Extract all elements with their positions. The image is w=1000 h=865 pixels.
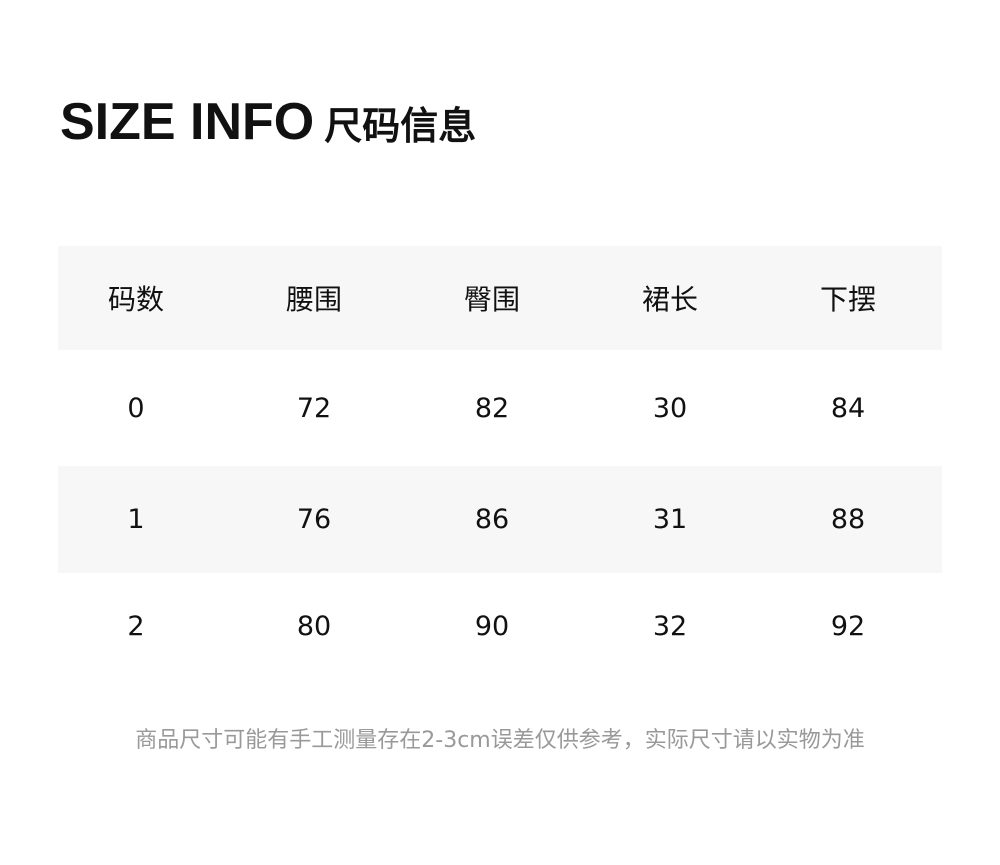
title-chinese: 尺码信息 bbox=[324, 104, 477, 148]
table-cell: 72 bbox=[296, 392, 332, 424]
table-cell: 30 bbox=[652, 392, 688, 424]
title-english: SIZE INFO bbox=[60, 93, 315, 151]
table-cell: 2 bbox=[127, 611, 145, 642]
column-header: 裙长 bbox=[641, 283, 698, 316]
table-cell: 90 bbox=[474, 611, 510, 642]
table-row: 0 72 82 30 84 bbox=[58, 350, 942, 466]
measurement-disclaimer: 商品尺寸可能有手工测量存在2-3cm误差仅供参考，实际尺寸请以实物为准 bbox=[135, 728, 865, 753]
table-header-row: 码数 腰围 臀围 裙长 下摆 bbox=[58, 246, 942, 350]
column-header: 码数 bbox=[107, 283, 164, 316]
table-cell: 82 bbox=[474, 392, 510, 424]
table-cell: 88 bbox=[830, 504, 866, 535]
table-cell: 31 bbox=[652, 504, 688, 535]
table-row: 2 80 90 32 92 bbox=[58, 573, 942, 680]
table-cell: 86 bbox=[474, 504, 510, 535]
table-cell: 32 bbox=[652, 611, 688, 642]
column-header: 腰围 bbox=[285, 283, 342, 316]
column-header: 臀围 bbox=[463, 283, 520, 316]
table-cell: 80 bbox=[296, 611, 332, 642]
size-table: 码数 腰围 臀围 裙长 下摆 0 72 82 30 84 1 76 86 31 88 2 80 90 32 92 bbox=[58, 246, 942, 680]
table-cell: 0 bbox=[127, 392, 145, 424]
column-header: 下摆 bbox=[819, 283, 876, 316]
table-cell: 84 bbox=[830, 392, 866, 424]
table-cell: 76 bbox=[296, 504, 332, 535]
page-title: SIZE INFO 尺码信息 bbox=[60, 92, 476, 152]
table-cell: 92 bbox=[830, 611, 866, 642]
table-cell: 1 bbox=[127, 504, 145, 535]
table-row: 1 76 86 31 88 bbox=[58, 466, 942, 573]
